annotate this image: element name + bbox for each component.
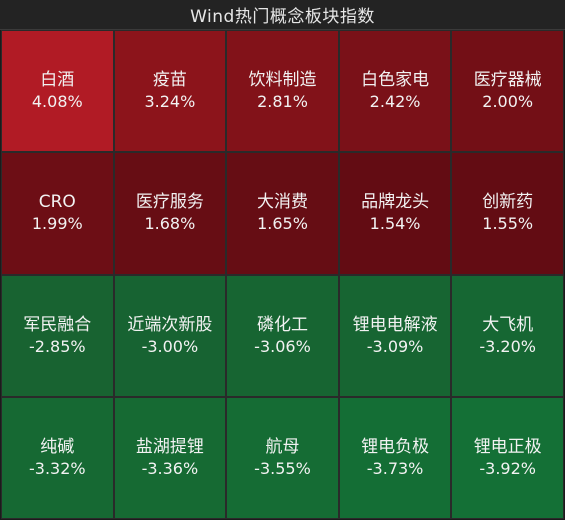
cell-value: 4.08% xyxy=(31,92,83,112)
heatmap-cell[interactable]: 白酒 4.08% xyxy=(1,30,114,153)
cell-name: 纯碱 xyxy=(40,436,75,457)
cell-name: 疫苗 xyxy=(152,70,187,91)
heatmap-cell[interactable]: 锂电负极 -3.73% xyxy=(338,396,452,519)
cell-name: CRO xyxy=(38,192,76,213)
cell-value: 2.00% xyxy=(482,92,534,112)
cell-value: -3.92% xyxy=(479,458,536,478)
cell-name: 盐湖提锂 xyxy=(135,436,204,457)
cell-name: 白色家电 xyxy=(361,70,430,91)
cell-value: 2.42% xyxy=(369,92,421,112)
heatmap-cell[interactable]: 大消费 1.65% xyxy=(226,152,339,275)
cell-value: -3.06% xyxy=(254,336,311,356)
heatmap-cell[interactable]: 医疗服务 1.68% xyxy=(113,152,227,275)
heatmap-cell[interactable]: 纯碱 -3.32% xyxy=(1,396,114,519)
cell-name: 锂电负极 xyxy=(361,436,430,457)
cell-value: -3.00% xyxy=(141,336,199,356)
cell-value: 1.55% xyxy=(482,214,534,234)
heatmap-cell[interactable]: 大飞机 -3.20% xyxy=(451,274,564,397)
heatmap-cell[interactable]: 白色家电 2.42% xyxy=(338,30,452,153)
cell-name: 锂电正极 xyxy=(473,436,542,457)
cell-value: 2.81% xyxy=(257,92,308,112)
cell-value: 3.24% xyxy=(144,92,196,112)
cell-name: 医疗服务 xyxy=(135,192,204,213)
cell-name: 饮料制造 xyxy=(248,70,317,91)
cell-value: -3.09% xyxy=(366,336,424,356)
heatmap-cell[interactable]: 品牌龙头 1.54% xyxy=(338,152,452,275)
cell-name: 航母 xyxy=(265,436,300,457)
heatmap-cell[interactable]: 疫苗 3.24% xyxy=(113,30,227,153)
heatmap-cell[interactable]: 军民融合 -2.85% xyxy=(1,274,114,397)
heatmap-cell[interactable]: 近端次新股 -3.00% xyxy=(113,274,227,397)
cell-name: 大飞机 xyxy=(482,314,534,335)
cell-value: -2.85% xyxy=(28,336,86,356)
heatmap-cell[interactable]: 锂电电解液 -3.09% xyxy=(338,274,452,397)
cell-name: 近端次新股 xyxy=(127,314,213,335)
cell-name: 创新药 xyxy=(482,192,534,213)
heatmap-cell[interactable]: 创新药 1.55% xyxy=(451,152,564,275)
heatmap-cell[interactable]: 盐湖提锂 -3.36% xyxy=(113,396,227,519)
heatmap-cell[interactable]: CRO 1.99% xyxy=(1,152,114,275)
cell-value: -3.32% xyxy=(28,458,86,478)
cell-name: 医疗器械 xyxy=(473,70,542,91)
heatmap-cell[interactable]: 航母 -3.55% xyxy=(226,396,339,519)
cell-name: 锂电电解液 xyxy=(352,314,438,335)
cell-value: 1.68% xyxy=(144,214,196,234)
cell-value: 1.65% xyxy=(257,214,308,234)
cell-value: -3.20% xyxy=(479,336,536,356)
cell-value: -3.36% xyxy=(141,458,199,478)
cell-name: 军民融合 xyxy=(23,314,92,335)
cell-name: 白酒 xyxy=(40,70,75,91)
title-bar: Wind热门概念板块指数 xyxy=(0,0,565,30)
chart-title: Wind热门概念板块指数 xyxy=(190,7,375,27)
cell-value: 1.54% xyxy=(369,214,421,234)
heatmap-cell[interactable]: 锂电正极 -3.92% xyxy=(451,396,564,519)
cell-name: 磷化工 xyxy=(256,314,308,335)
cell-name: 大消费 xyxy=(256,192,308,213)
heatmap-cell[interactable]: 磷化工 -3.06% xyxy=(226,274,339,397)
cell-value: -3.73% xyxy=(366,458,424,478)
heatmap-cell[interactable]: 饮料制造 2.81% xyxy=(226,30,339,153)
heatmap-grid: 白酒 4.08% 疫苗 3.24% 饮料制造 2.81% 白色家电 2.42% 医疗器械 2.00… xyxy=(1,30,564,519)
cell-name: 品牌龙头 xyxy=(361,192,430,213)
heatmap-cell[interactable]: 医疗器械 2.00% xyxy=(451,30,564,153)
cell-value: 1.99% xyxy=(31,214,83,234)
cell-value: -3.55% xyxy=(254,458,311,478)
